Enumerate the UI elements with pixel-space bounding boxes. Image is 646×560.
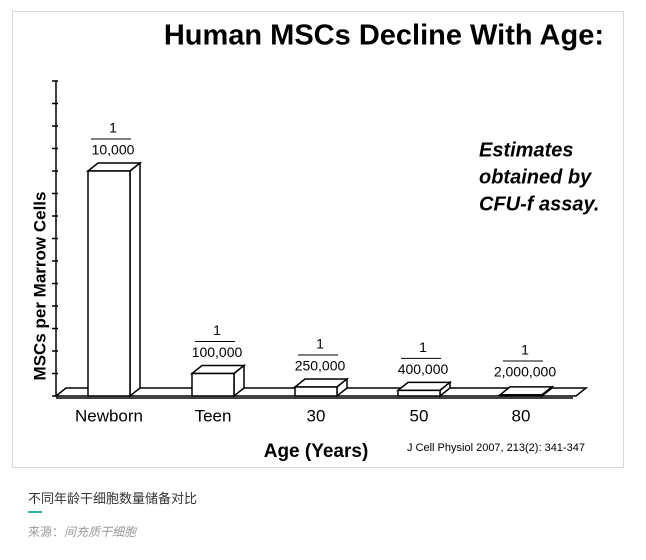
caption-divider xyxy=(28,511,42,513)
bar xyxy=(395,380,453,398)
caption-source: 来源：间充质干细胞 xyxy=(28,523,136,540)
bar-front xyxy=(294,386,338,397)
bar-front xyxy=(87,170,131,397)
bar-side xyxy=(129,161,141,398)
x-tick-label: 80 xyxy=(512,406,531,425)
annotation-line: Estimates xyxy=(479,139,574,161)
value-label-denominator: 400,000 xyxy=(398,361,449,377)
bar xyxy=(497,385,555,398)
bar xyxy=(189,363,247,398)
x-axis-label: Age (Years) xyxy=(264,441,369,462)
annotation-line: CFU-f assay. xyxy=(479,193,599,215)
bar xyxy=(85,161,143,398)
value-label-numerator: 1 xyxy=(316,336,324,352)
value-label-denominator: 10,000 xyxy=(92,142,135,158)
annotation: Estimates obtained by CFU-f assay. xyxy=(479,139,599,215)
value-label-numerator: 1 xyxy=(521,342,529,358)
x-tick-label: 30 xyxy=(307,406,326,425)
source-name: 间充质干细胞 xyxy=(64,525,137,539)
value-label-numerator: 1 xyxy=(213,322,221,338)
bar-front xyxy=(191,372,235,397)
value-label-numerator: 1 xyxy=(419,339,427,355)
value-label-numerator: 1 xyxy=(109,120,117,136)
chart: Human MSCs Decline With Age: MSCs per Ma… xyxy=(12,11,624,468)
chart-title: Human MSCs Decline With Age: xyxy=(164,20,604,52)
bar-front xyxy=(397,389,441,397)
annotation-line: obtained by xyxy=(479,166,592,188)
source-citation: J Cell Physiol 2007, 213(2): 341-347 xyxy=(407,442,585,454)
x-tick-label: Teen xyxy=(195,406,232,425)
bar xyxy=(292,377,350,398)
x-tick-label: Newborn xyxy=(75,406,143,425)
value-label-denominator: 2,000,000 xyxy=(494,364,556,380)
x-tick-label: 50 xyxy=(410,406,429,425)
value-label-denominator: 100,000 xyxy=(192,344,243,360)
caption-title: 不同年龄干细胞数量储备对比 xyxy=(28,491,198,506)
y-axis-label: MSCs per Marrow Cells xyxy=(30,192,49,381)
bar-front xyxy=(499,394,543,397)
source-label: 来源： xyxy=(28,525,65,539)
value-label-denominator: 250,000 xyxy=(295,358,346,374)
